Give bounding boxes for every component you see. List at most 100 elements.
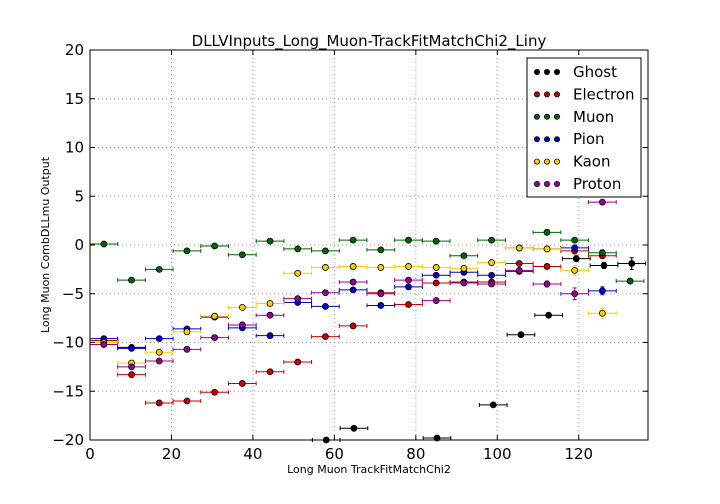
legend-marker [554,180,561,187]
y-tick-label: −10 [52,334,84,352]
data-point [543,228,551,236]
data-point [515,266,523,274]
data-point [571,244,579,252]
data-point [543,245,551,253]
data-point [322,264,329,271]
data-point [100,240,108,248]
legend-label-electron: Electron [573,85,635,103]
data-point [183,345,191,353]
legend-label-kaon: Kaon [573,153,610,171]
data-point [266,300,274,307]
data-point [128,344,135,352]
data-point [322,333,329,341]
x-tick-label: 20 [162,445,181,463]
data-point [515,260,523,267]
data-point [488,236,495,244]
data-point [266,332,274,340]
data-point [100,341,108,348]
data-point [598,309,606,317]
y-axis-label: Long Muon CombDLLmu Output [39,156,52,333]
legend-marker [534,113,541,120]
data-point [405,276,412,284]
y-tick-label: 5 [74,187,84,205]
data-point [489,401,497,409]
data-point [572,255,580,263]
legend-marker [534,136,541,143]
data-point [349,286,357,294]
data-point [460,264,468,272]
axis-ticks: 0 20 40 60 80 100 120 −20 −15 −10 −5 0 5 10 15 20 [52,41,648,463]
series-proton [89,198,617,371]
legend-label-muon: Muon [573,108,614,126]
legend-label-pion: Pion [573,130,605,148]
data-point [128,371,135,379]
data-point [155,335,163,343]
data-point [349,322,357,330]
data-point [598,249,606,257]
series-muon [89,228,645,285]
data-point [238,380,246,387]
legend-marker [554,69,561,76]
data-point [515,244,523,252]
data-point [155,348,163,356]
legend-marker [544,91,551,98]
data-point [238,303,246,311]
legend-marker [554,158,561,165]
data-point [322,289,329,297]
x-tick-label: 40 [243,445,262,463]
data-point [211,388,219,396]
data-point [405,263,412,270]
data-point [598,287,606,295]
data-point [543,263,551,270]
chart-title: DLLVInputs_Long_Muon-TrackFitMatchChi2_L… [192,32,547,51]
data-point [460,252,468,260]
data-point [543,280,551,288]
y-tick-label: −5 [62,285,84,303]
data-point [294,295,302,303]
x-tick-label: 80 [406,445,425,463]
data-point [432,297,440,304]
legend-box [526,57,642,198]
data-point [460,279,468,287]
data-point [322,247,329,255]
y-tick-label: 15 [65,90,84,108]
series-electron [89,247,617,407]
data-point [211,242,219,250]
y-tick-label: 10 [65,139,84,157]
data-point [488,271,495,279]
data-point [545,311,553,319]
legend-marker [554,136,561,143]
x-tick-label: 0 [85,445,95,463]
legend-marker [544,180,551,187]
data-point [488,280,495,288]
x-tick-label: 60 [325,445,344,463]
data-point [349,278,357,286]
data-point [600,262,608,269]
data-point [405,236,412,244]
legend-marker [534,69,541,76]
data-point [488,259,495,266]
series-kaon [89,244,617,367]
data-point [628,260,636,267]
data-point [626,277,634,285]
data-point [377,246,385,254]
data-point [571,266,579,274]
y-tick-label: 0 [74,236,84,254]
x-tick-label: 100 [483,445,512,463]
data-point [405,283,412,291]
legend-marker [544,69,551,76]
series-pion [89,244,617,352]
data-point [155,399,163,407]
legend-marker [544,113,551,120]
data-point [377,264,385,271]
y-tick-label: −20 [52,431,84,449]
data-point [266,237,274,245]
data-point [571,236,579,244]
x-tick-label: 120 [564,445,593,463]
legend-marker [554,91,561,98]
data-point [571,290,579,298]
legend-label-proton: Proton [573,175,621,193]
data-point [266,311,274,319]
data-point [211,334,219,342]
